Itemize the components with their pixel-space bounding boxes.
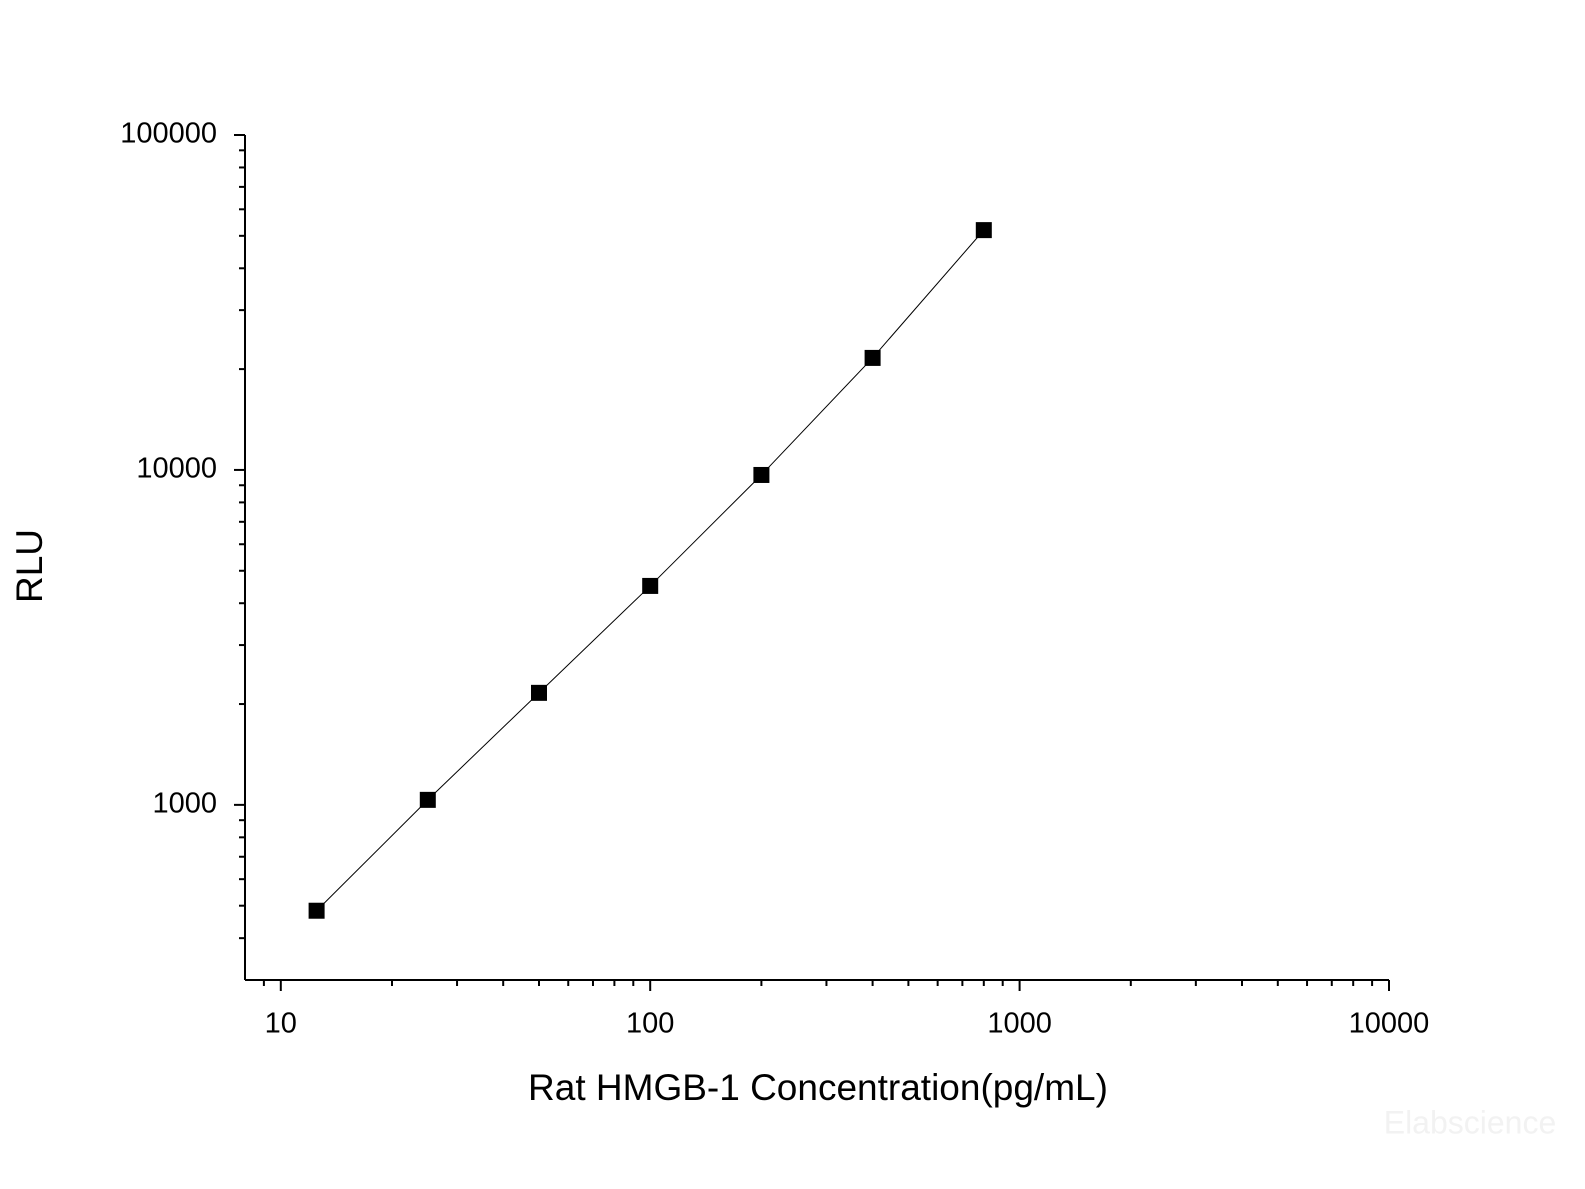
data-point <box>308 902 325 919</box>
data-line <box>316 229 985 912</box>
x-tick-label: 1000 <box>987 1008 1052 1040</box>
data-point <box>419 791 436 808</box>
data-point <box>864 349 881 366</box>
x-axis-title: Rat HMGB-1 Concentration(pg/mL) <box>528 1067 1108 1108</box>
x-tick-label: 10000 <box>1349 1008 1430 1040</box>
y-tick-label: 1000 <box>152 788 217 820</box>
data-point <box>753 466 770 483</box>
data-point <box>642 577 659 594</box>
x-tick-label: 100 <box>626 1008 674 1040</box>
y-tick-label: 10000 <box>136 453 217 485</box>
watermark: Elabscience <box>1384 1104 1557 1140</box>
data-point <box>975 222 992 239</box>
y-axis-title: RLU <box>9 529 50 603</box>
data-point <box>530 684 547 701</box>
x-tick-label: 10 <box>265 1008 297 1040</box>
y-tick-label: 100000 <box>120 118 217 150</box>
